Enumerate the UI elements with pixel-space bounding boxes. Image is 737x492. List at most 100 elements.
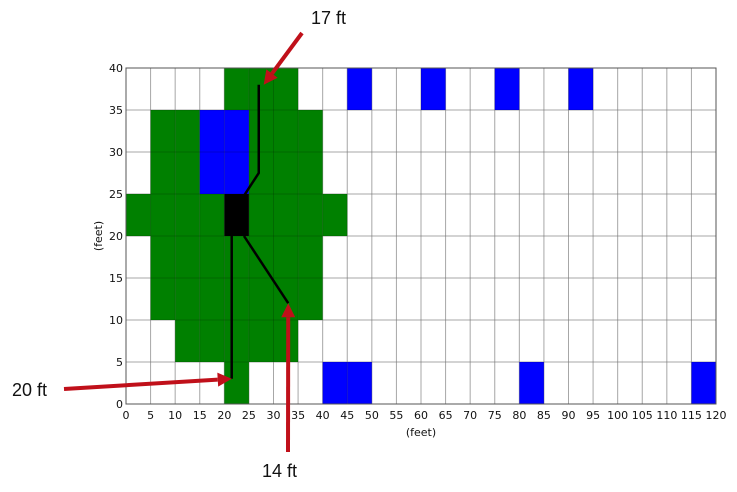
x-tick-label: 10 xyxy=(168,409,182,422)
green-cell xyxy=(298,194,323,236)
x-tick-label: 55 xyxy=(389,409,403,422)
annotation-17ft: 17 ft xyxy=(311,8,346,28)
green-cell xyxy=(175,320,200,362)
green-cell xyxy=(273,110,299,152)
x-tick-label: 15 xyxy=(193,409,207,422)
distance-path xyxy=(242,235,290,304)
green-cell xyxy=(298,110,323,152)
green-cell xyxy=(175,236,200,278)
y-tick-label: 35 xyxy=(109,104,123,117)
black-cell xyxy=(224,194,249,236)
y-tick-label: 40 xyxy=(109,62,123,75)
x-axis-label: (feet) xyxy=(406,426,436,439)
green-cell xyxy=(248,278,274,320)
x-tick-label: 25 xyxy=(242,409,256,422)
x-tick-label: 75 xyxy=(488,409,502,422)
green-cell xyxy=(224,236,249,278)
x-tick-label: 70 xyxy=(463,409,477,422)
y-tick-label: 30 xyxy=(109,146,123,159)
grid-cells xyxy=(125,67,717,405)
x-tick-label: 40 xyxy=(316,409,330,422)
x-tick-label: 110 xyxy=(656,409,677,422)
x-tick-label: 115 xyxy=(681,409,702,422)
green-cell xyxy=(199,236,225,278)
x-tick-label: 50 xyxy=(365,409,379,422)
blue-cell xyxy=(347,362,372,404)
green-cell xyxy=(273,68,299,110)
green-cell xyxy=(248,194,274,236)
arrow-17ft-shaft xyxy=(270,31,304,75)
green-cell xyxy=(273,236,299,278)
blue-cell xyxy=(224,110,249,152)
x-tick-label: 0 xyxy=(123,409,130,422)
blue-cell xyxy=(322,362,348,404)
y-axis-label: (feet) xyxy=(92,221,105,251)
green-cell xyxy=(273,152,299,194)
x-tick-label: 5 xyxy=(147,409,154,422)
x-tick-label: 105 xyxy=(632,409,653,422)
x-tick-label: 120 xyxy=(706,409,727,422)
tick-labels: 0 5 10 15 20 25 30 35 40 45 50 55 60 65 70 75 80 85 90 95 10… xyxy=(109,62,727,422)
blue-cell xyxy=(691,362,716,404)
distance-paths xyxy=(230,84,290,379)
blue-cell xyxy=(568,68,594,110)
blue-cell xyxy=(199,110,225,152)
annotations: 17 ft 14 ft 20 ft xyxy=(12,8,346,481)
green-cell xyxy=(298,278,323,320)
x-tick-label: 20 xyxy=(217,409,231,422)
x-tick-label: 95 xyxy=(586,409,600,422)
y-tick-label: 15 xyxy=(109,272,123,285)
y-tick-label: 10 xyxy=(109,314,123,327)
y-tick-label: 5 xyxy=(116,356,123,369)
x-tick-label: 65 xyxy=(439,409,453,422)
arrow-20ft-head xyxy=(217,372,232,387)
annotation-14ft: 14 ft xyxy=(262,461,297,481)
x-tick-label: 35 xyxy=(291,409,305,422)
blue-cell xyxy=(421,68,446,110)
green-cell xyxy=(150,194,176,236)
green-cell xyxy=(150,236,176,278)
green-cell xyxy=(175,110,200,152)
blue-cell xyxy=(224,152,249,194)
y-tick-label: 25 xyxy=(109,188,123,201)
green-cell xyxy=(199,194,225,236)
x-tick-label: 100 xyxy=(607,409,628,422)
green-cell xyxy=(273,320,299,362)
green-cell xyxy=(224,320,249,362)
green-cell xyxy=(199,320,225,362)
blue-cell xyxy=(494,68,520,110)
green-cell xyxy=(150,152,176,194)
blue-cell xyxy=(347,68,372,110)
green-cell xyxy=(175,194,200,236)
green-cell xyxy=(273,194,299,236)
distance-path xyxy=(242,84,260,197)
x-tick-label: 30 xyxy=(267,409,281,422)
green-cell xyxy=(150,278,176,320)
y-tick-label: 20 xyxy=(109,230,123,243)
green-cell xyxy=(248,320,274,362)
x-tick-label: 80 xyxy=(512,409,526,422)
arrow-20ft-shaft xyxy=(63,377,218,391)
green-cell xyxy=(298,236,323,278)
plot-frame xyxy=(125,67,717,405)
y-tick-label: 0 xyxy=(116,398,123,411)
green-cell xyxy=(248,152,274,194)
x-tick-label: 45 xyxy=(340,409,354,422)
green-cell xyxy=(199,278,225,320)
green-cell xyxy=(248,236,274,278)
green-cell xyxy=(175,152,200,194)
green-cell xyxy=(248,110,274,152)
green-cell xyxy=(150,110,176,152)
green-cell xyxy=(126,194,151,236)
green-cell xyxy=(224,68,249,110)
green-cell xyxy=(298,152,323,194)
green-cell xyxy=(322,194,348,236)
x-tick-label: 60 xyxy=(414,409,428,422)
blue-cell xyxy=(199,152,225,194)
x-tick-label: 90 xyxy=(562,409,576,422)
blue-cell xyxy=(519,362,544,404)
annotation-20ft: 20 ft xyxy=(12,380,47,400)
green-cell xyxy=(175,278,200,320)
green-cell xyxy=(224,362,249,404)
